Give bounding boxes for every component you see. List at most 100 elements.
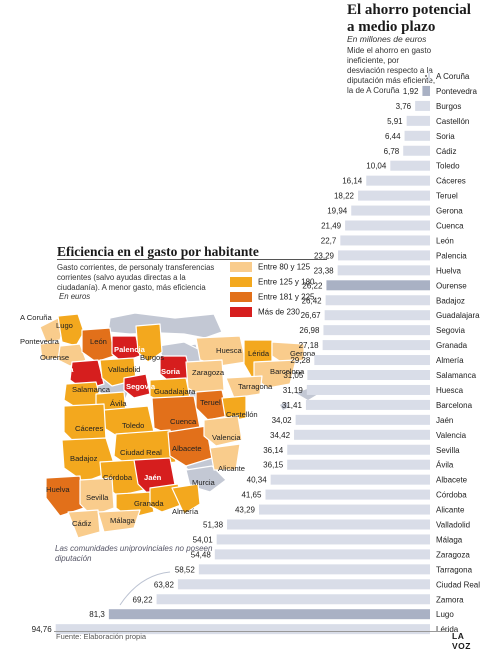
province-label: Cáceres [75, 424, 103, 433]
map-note: Las comunidades uniprovinciales no posee… [55, 544, 213, 563]
map-title: Eficiencia en el gasto por habitante [57, 244, 259, 259]
legend-item: Entre 181 y 225 [230, 292, 314, 304]
category-label: Ourense [436, 281, 467, 290]
province-label: Cádiz [72, 519, 92, 528]
bar [325, 295, 430, 306]
category-label: Badajoz [436, 296, 465, 305]
category-label: Zaragoza [436, 550, 470, 559]
value-label: 23,38 [314, 266, 335, 275]
province-label: Lugo [56, 321, 73, 330]
bar [322, 340, 430, 351]
category-label: Segovia [436, 326, 465, 335]
category-label: Cáceres [436, 177, 466, 186]
value-label: 18,22 [334, 192, 355, 201]
bar [324, 310, 430, 321]
value-label: 26,42 [302, 296, 323, 305]
bar [270, 474, 430, 485]
bar [287, 444, 430, 455]
category-label: Valencia [436, 431, 467, 440]
bar [337, 265, 430, 276]
province-label: Badajoz [70, 454, 98, 463]
footer-rule [54, 631, 448, 632]
value-label: 43,29 [235, 506, 256, 515]
bar [406, 115, 430, 126]
value-label: 31,41 [282, 401, 303, 410]
category-label: Valladolid [436, 521, 470, 530]
province-label: Albacete [172, 444, 202, 453]
category-label: Burgos [436, 102, 461, 111]
value-label: 34,02 [272, 416, 293, 425]
category-label: Teruel [436, 192, 458, 201]
province-label: Lérida [248, 349, 270, 358]
value-label: 26,98 [299, 326, 320, 335]
province-label: Málaga [110, 516, 136, 525]
source-note: Fuente: Elaboración propia [56, 632, 147, 641]
legend-swatch [230, 292, 252, 302]
province-label: Segovia [126, 382, 156, 391]
bar [214, 549, 430, 560]
category-label: Huelva [436, 266, 461, 275]
value-label: 23,29 [314, 251, 335, 260]
province-label: Castellón [226, 410, 258, 419]
province-label: Granada [134, 499, 164, 508]
category-label: Castellón [436, 117, 469, 126]
bar [294, 429, 430, 440]
category-label: Zamora [436, 595, 464, 604]
province-label: Huesca [216, 346, 243, 355]
legend-item: Entre 80 y 125 [230, 262, 310, 274]
legend-swatch [230, 277, 252, 287]
value-label: 81,3 [89, 610, 105, 619]
value-label: 63,82 [154, 580, 175, 589]
legend-label: Entre 125 y 180 [258, 277, 315, 287]
bar [403, 145, 430, 156]
value-label: 58,52 [175, 565, 196, 574]
category-label: Sevilla [436, 446, 460, 455]
bar [259, 504, 430, 515]
bar [415, 100, 430, 111]
province-label: Zaragoza [192, 368, 225, 377]
category-label: Toledo [436, 162, 460, 171]
category-label: León [436, 236, 454, 245]
category-label: Palencia [436, 251, 467, 260]
province-label: Cuenca [170, 417, 197, 426]
legend-label: Más de 230 [258, 307, 300, 317]
legend-item: Más de 230 [230, 307, 300, 319]
value-label: 34,42 [270, 431, 291, 440]
bar [340, 235, 430, 246]
category-label: Lérida [436, 625, 459, 634]
bar-chart-subtitle: En millones de euros [347, 34, 427, 44]
province-label: Gerona [290, 349, 316, 358]
bar-dot [425, 75, 427, 77]
bar [404, 130, 430, 141]
bar [422, 85, 430, 96]
bar [351, 205, 430, 216]
bar [227, 519, 430, 530]
province-label: Ourense [40, 353, 69, 362]
value-label: 6,78 [384, 147, 400, 156]
bar [287, 459, 430, 470]
category-label: Lugo [436, 610, 454, 619]
province-region [253, 359, 297, 389]
brand-logo: LA VOZ [452, 631, 471, 651]
category-label: Guadalajara [436, 311, 480, 320]
province-region [195, 335, 247, 367]
province-label: Salamanca [72, 385, 111, 394]
province-label: Teruel [200, 398, 221, 407]
value-label: 41,65 [241, 491, 262, 500]
bar [390, 160, 430, 171]
bars-group: A Coruña Pontevedra 1,92 Burgos 3,76 Castelló… [32, 71, 480, 635]
bar [55, 624, 430, 635]
bar [305, 399, 430, 410]
category-label: Cuenca [436, 222, 464, 231]
province-region [225, 375, 263, 399]
map-units: En euros [59, 292, 91, 301]
category-label: Soria [436, 132, 455, 141]
bar [177, 579, 430, 590]
category-label: Salamanca [436, 371, 477, 380]
province-label: Barcelona [270, 367, 305, 376]
province-label: A Coruña [20, 313, 52, 322]
category-label: A Coruña [436, 72, 470, 81]
balearic-islands [280, 402, 289, 410]
